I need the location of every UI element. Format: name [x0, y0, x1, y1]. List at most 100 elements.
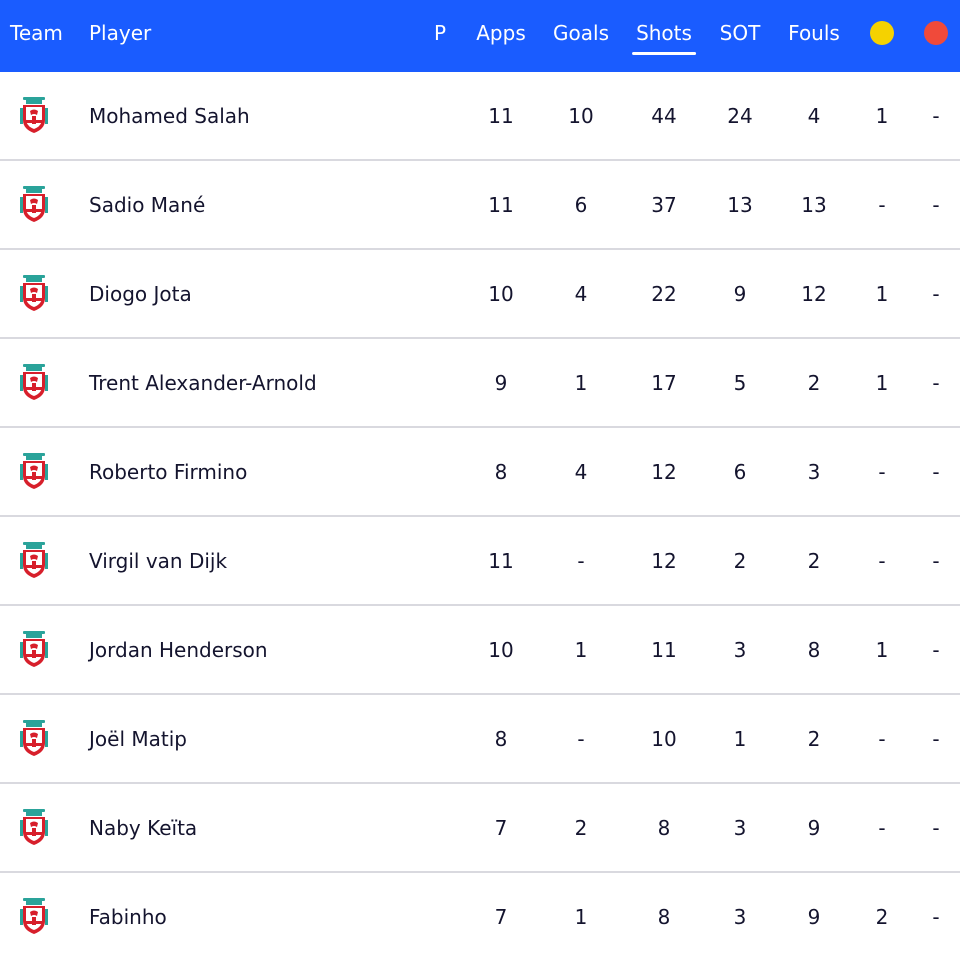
player-name[interactable]: Joël Matip: [89, 727, 187, 751]
player-shots: 8: [657, 816, 671, 840]
player-shots: 37: [651, 193, 677, 217]
player-yellow-cards: 1: [875, 104, 889, 128]
player-apps: 8: [494, 727, 508, 751]
player-apps: 9: [494, 371, 508, 395]
table-row[interactable]: Naby Keïta 7 2 8 3 9 - -: [0, 784, 960, 873]
player-shots: 17: [651, 371, 677, 395]
column-header-fouls[interactable]: Fouls: [788, 21, 840, 45]
column-header-team[interactable]: Team: [10, 21, 63, 45]
player-fouls: 4: [807, 104, 821, 128]
table-row[interactable]: Fabinho 7 1 8 3 9 2 -: [0, 873, 960, 962]
player-red-cards: -: [932, 816, 940, 840]
player-name[interactable]: Mohamed Salah: [89, 104, 250, 128]
player-fouls: 3: [807, 460, 821, 484]
player-name[interactable]: Virgil van Dijk: [89, 549, 228, 573]
player-red-cards: -: [932, 549, 940, 573]
player-goals: 4: [574, 282, 588, 306]
player-sot: 2: [733, 549, 747, 573]
player-sot: 3: [733, 905, 747, 929]
player-sot: 13: [727, 193, 753, 217]
player-goals: 10: [568, 104, 594, 128]
table-row[interactable]: Trent Alexander-Arnold 9 1 17 5 2 1 -: [0, 339, 960, 428]
player-red-cards: -: [932, 371, 940, 395]
player-yellow-cards: -: [878, 816, 886, 840]
player-name[interactable]: Fabinho: [89, 905, 167, 929]
yellow-card-icon[interactable]: [870, 21, 894, 45]
player-apps: 11: [488, 549, 514, 573]
player-goals: -: [577, 727, 585, 751]
table-row[interactable]: Jordan Henderson 10 1 11 3 8 1 -: [0, 606, 960, 695]
player-name[interactable]: Naby Keïta: [89, 816, 198, 840]
liverpool-crest-icon: [20, 898, 48, 934]
table-row[interactable]: Diogo Jota 10 4 22 9 12 1 -: [0, 250, 960, 339]
table-row[interactable]: Joël Matip 8 - 10 1 2 - -: [0, 695, 960, 784]
player-sot: 9: [733, 282, 747, 306]
player-yellow-cards: 1: [875, 282, 889, 306]
player-fouls: 8: [807, 638, 821, 662]
player-fouls: 9: [807, 905, 821, 929]
player-fouls: 13: [801, 193, 827, 217]
player-apps: 11: [488, 193, 514, 217]
player-goals: 6: [574, 193, 588, 217]
player-fouls: 2: [807, 549, 821, 573]
player-goals: 2: [574, 816, 588, 840]
column-header-player[interactable]: Player: [89, 21, 152, 45]
player-fouls: 2: [807, 727, 821, 751]
table-row[interactable]: Roberto Firmino 8 4 12 6 3 - -: [0, 428, 960, 517]
table-row[interactable]: Mohamed Salah 11 10 44 24 4 1 -: [0, 72, 960, 161]
liverpool-crest-icon: [20, 631, 48, 667]
player-name[interactable]: Sadio Mané: [89, 193, 206, 217]
player-fouls: 9: [807, 816, 821, 840]
table-row[interactable]: Sadio Mané 11 6 37 13 13 - -: [0, 161, 960, 250]
column-header-shots[interactable]: Shots: [632, 0, 696, 66]
player-yellow-cards: 1: [875, 371, 889, 395]
player-goals: 1: [574, 905, 588, 929]
column-header-position[interactable]: P: [433, 21, 447, 45]
player-shots: 44: [651, 104, 677, 128]
player-name[interactable]: Roberto Firmino: [89, 460, 248, 484]
player-yellow-cards: 2: [875, 905, 889, 929]
player-apps: 11: [488, 104, 514, 128]
column-header-goals[interactable]: Goals: [553, 21, 609, 45]
player-sot: 3: [733, 638, 747, 662]
player-apps: 7: [494, 905, 508, 929]
player-shots: 10: [651, 727, 677, 751]
player-yellow-cards: -: [878, 193, 886, 217]
player-red-cards: -: [932, 460, 940, 484]
player-goals: 1: [574, 371, 588, 395]
player-red-cards: -: [932, 905, 940, 929]
player-apps: 8: [494, 460, 508, 484]
player-shots: 12: [651, 460, 677, 484]
player-yellow-cards: -: [878, 727, 886, 751]
player-yellow-cards: -: [878, 549, 886, 573]
player-shots: 8: [657, 905, 671, 929]
player-sot: 24: [727, 104, 753, 128]
player-goals: 4: [574, 460, 588, 484]
player-fouls: 12: [801, 282, 827, 306]
player-apps: 7: [494, 816, 508, 840]
table-header: Team Player P Apps Goals Shots SOT Fouls: [0, 0, 960, 72]
table-row[interactable]: Virgil van Dijk 11 - 12 2 2 - -: [0, 517, 960, 606]
liverpool-crest-icon: [20, 186, 48, 222]
column-header-apps[interactable]: Apps: [476, 21, 526, 45]
player-name[interactable]: Trent Alexander-Arnold: [89, 371, 317, 395]
player-apps: 10: [488, 282, 514, 306]
player-red-cards: -: [932, 282, 940, 306]
player-fouls: 2: [807, 371, 821, 395]
liverpool-crest-icon: [20, 542, 48, 578]
column-header-sot[interactable]: SOT: [719, 21, 761, 45]
player-yellow-cards: -: [878, 460, 886, 484]
player-red-cards: -: [932, 104, 940, 128]
player-name[interactable]: Diogo Jota: [89, 282, 192, 306]
player-sot: 6: [733, 460, 747, 484]
player-red-cards: -: [932, 727, 940, 751]
player-sot: 3: [733, 816, 747, 840]
player-name[interactable]: Jordan Henderson: [89, 638, 268, 662]
player-sot: 1: [733, 727, 747, 751]
liverpool-crest-icon: [20, 453, 48, 489]
player-shots: 22: [651, 282, 677, 306]
player-goals: -: [577, 549, 585, 573]
red-card-icon[interactable]: [924, 21, 948, 45]
player-red-cards: -: [932, 193, 940, 217]
player-shots: 12: [651, 549, 677, 573]
